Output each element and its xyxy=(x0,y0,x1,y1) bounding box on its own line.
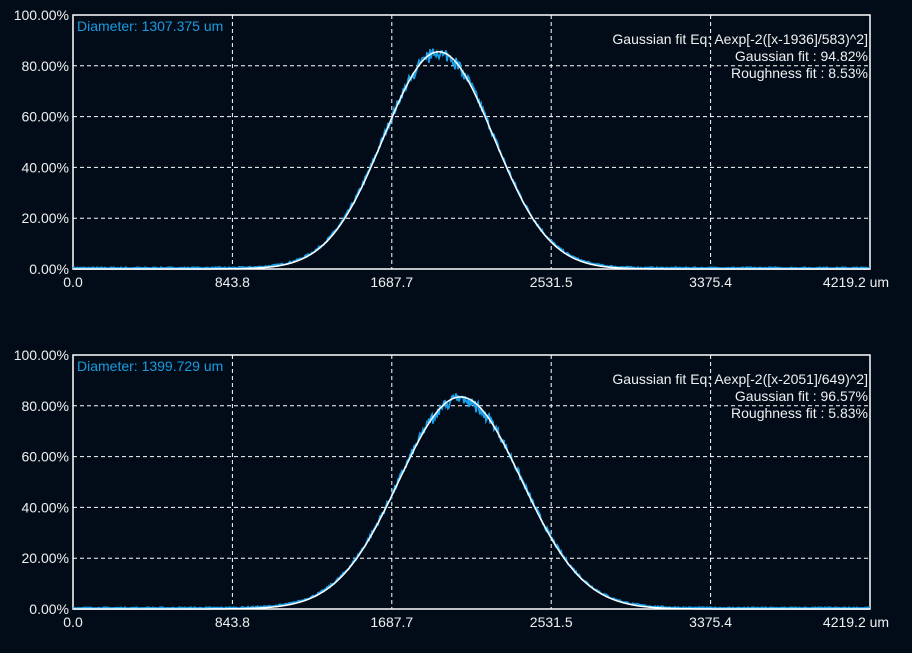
x-tick-label: 0.0 xyxy=(63,274,83,290)
gaussian-fit-line xyxy=(73,396,870,610)
x-tick-label: 843.8 xyxy=(215,274,250,290)
y-tick-label: 100.00% xyxy=(14,7,69,23)
chart-1: 0.00% 20.00% 40.00% 60.00% 80.00% 100.00% 0.0 8… xyxy=(14,7,889,290)
plot-frame xyxy=(72,14,871,270)
roughness-fit-value: Roughness fit : 8.53% xyxy=(731,65,868,81)
roughness-fit-value: Roughness fit : 5.83% xyxy=(731,405,868,421)
measured-profile-line xyxy=(72,48,871,270)
plot-frame xyxy=(72,354,871,610)
y-tick-label: 0.00% xyxy=(29,261,69,277)
x-tick-label: 0.0 xyxy=(63,614,83,630)
y-tick-label: 80.00% xyxy=(22,398,69,414)
gaussian-fit-value: Gaussian fit : 96.57% xyxy=(735,388,868,404)
gaussian-fit-line xyxy=(73,51,870,270)
x-tick-label: 4219.2 um xyxy=(823,614,889,630)
fit-equation: Gaussian fit Eq: Aexp[-2([x-1936]/583)^2… xyxy=(612,31,868,47)
x-tick-label: 3375.4 xyxy=(689,274,732,290)
y-tick-label: 0.00% xyxy=(29,601,69,617)
diameter-label: Diameter: 1399.729 um xyxy=(77,358,223,374)
x-tick-label: 1687.7 xyxy=(370,274,413,290)
y-tick-label: 20.00% xyxy=(22,550,69,566)
y-tick-label: 60.00% xyxy=(22,109,69,125)
x-tick-label: 4219.2 um xyxy=(823,274,889,290)
y-tick-label: 40.00% xyxy=(22,159,69,175)
y-tick-label: 20.00% xyxy=(22,210,69,226)
measured-profile-line xyxy=(72,393,871,610)
gaussian-fit-value: Gaussian fit : 94.82% xyxy=(735,48,868,64)
y-tick-label: 60.00% xyxy=(22,449,69,465)
y-tick-label: 100.00% xyxy=(14,347,69,363)
fit-equation: Gaussian fit Eq: Aexp[-2([x-2051]/649)^2… xyxy=(612,371,868,387)
x-tick-label: 2531.5 xyxy=(530,274,573,290)
x-tick-label: 843.8 xyxy=(215,614,250,630)
chart-2: 0.00% 20.00% 40.00% 60.00% 80.00% 100.00% 0.0 8… xyxy=(14,347,889,630)
y-tick-label: 40.00% xyxy=(22,499,69,515)
x-tick-label: 3375.4 xyxy=(689,614,732,630)
x-tick-label: 1687.7 xyxy=(370,614,413,630)
x-tick-label: 2531.5 xyxy=(530,614,573,630)
y-tick-label: 80.00% xyxy=(22,58,69,74)
diameter-label: Diameter: 1307.375 um xyxy=(77,18,223,34)
